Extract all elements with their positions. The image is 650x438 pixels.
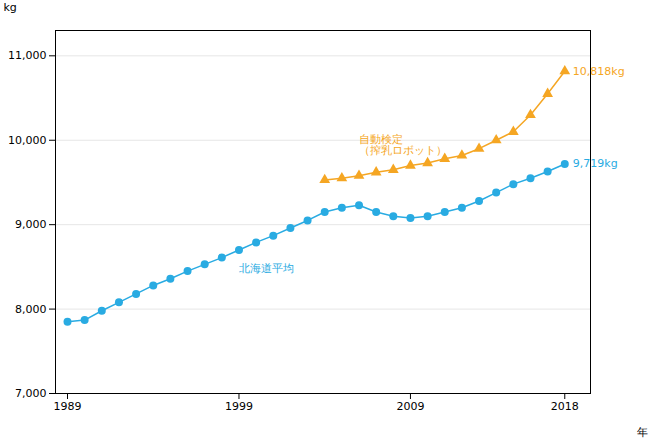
svg-text:10,000: 10,000 (8, 134, 47, 147)
svg-text:1999: 1999 (225, 400, 253, 413)
svg-text:北海道平均: 北海道平均 (239, 262, 294, 275)
svg-text:7,000: 7,000 (15, 387, 47, 400)
svg-text:年: 年 (637, 426, 648, 438)
svg-text:2009: 2009 (396, 400, 424, 413)
svg-text:10,818kg: 10,818kg (573, 65, 625, 78)
svg-text:kg: kg (4, 1, 17, 14)
svg-text:11,000: 11,000 (8, 49, 47, 62)
svg-text:9,000: 9,000 (15, 218, 47, 231)
svg-text:1989: 1989 (54, 400, 82, 413)
svg-text:9,719kg: 9,719kg (573, 157, 618, 170)
svg-text:自動検定（搾乳ロボット）: 自動検定（搾乳ロボット） (359, 133, 447, 157)
svg-text:2018: 2018 (551, 400, 579, 413)
svg-text:8,000: 8,000 (15, 303, 47, 316)
